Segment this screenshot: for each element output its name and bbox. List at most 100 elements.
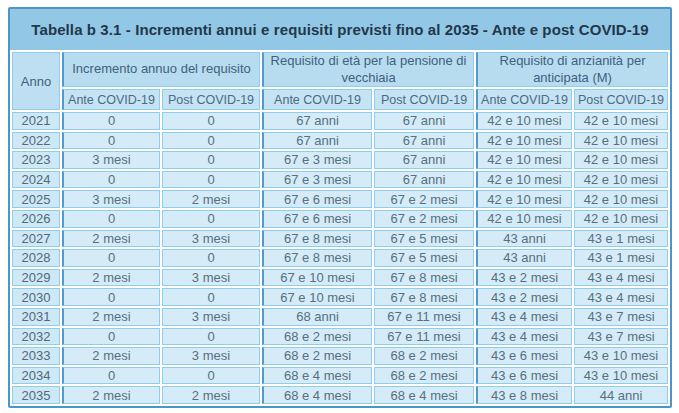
cell-anzianita-post: 43 e 1 mesi: [574, 249, 668, 267]
cell-anzianita-ante: 43 e 4 mesi: [476, 308, 572, 326]
cell-incremento-ante: 0: [62, 171, 160, 189]
cell-anzianita-post: 42 e 10 mesi: [574, 132, 668, 150]
cell-incremento-post: 0: [162, 328, 260, 346]
table-title-bar: Tabella b 3.1 - Incrementi annui e requi…: [10, 9, 670, 50]
table-row: 20300067 e 10 mesi67 e 8 mesi43 e 2 mesi…: [12, 288, 668, 306]
cell-eta-post: 67 e 2 mesi: [374, 190, 474, 208]
cell-anno: 2031: [12, 308, 60, 326]
header-group-row: Anno Incremento annuo del requisito Requ…: [12, 52, 668, 87]
cell-eta-ante: 67 e 10 mesi: [262, 288, 372, 306]
table-row: 20280067 e 8 mesi67 e 5 mesi43 anni43 e …: [12, 249, 668, 267]
cell-anzianita-ante: 43 anni: [476, 230, 572, 248]
cell-eta-ante: 68 e 2 mesi: [262, 347, 372, 365]
cell-anzianita-post: 44 anni: [574, 386, 668, 404]
table-row: 20233 mesi067 e 3 mesi67 anni42 e 10 mes…: [12, 151, 668, 169]
cell-incremento-post: 0: [162, 151, 260, 169]
cell-anzianita-post: 42 e 10 mesi: [574, 171, 668, 189]
cell-anzianita-post: 43 e 7 mesi: [574, 308, 668, 326]
cell-incremento-post: 3 mesi: [162, 269, 260, 287]
table-row: 20253 mesi2 mesi67 e 6 mesi67 e 2 mesi42…: [12, 190, 668, 208]
cell-incremento-ante: 3 mesi: [62, 190, 160, 208]
cell-incremento-post: 2 mesi: [162, 190, 260, 208]
cell-anzianita-post: 42 e 10 mesi: [574, 190, 668, 208]
column-header-anno: Anno: [12, 52, 60, 110]
cell-eta-post: 68 e 2 mesi: [374, 347, 474, 365]
cell-eta-post: 67 e 11 mesi: [374, 308, 474, 326]
cell-anno: 2022: [12, 132, 60, 150]
cell-incremento-post: 0: [162, 112, 260, 130]
subheader-post-covid: Post COVID-19: [162, 89, 260, 110]
cell-incremento-ante: 0: [62, 112, 160, 130]
cell-anno: 2032: [12, 328, 60, 346]
table-header: Anno Incremento annuo del requisito Requ…: [12, 52, 668, 110]
cell-incremento-ante: 2 mesi: [62, 308, 160, 326]
cell-incremento-ante: 0: [62, 367, 160, 385]
cell-incremento-post: 2 mesi: [162, 386, 260, 404]
table-row: 20220067 anni67 anni42 e 10 mesi42 e 10 …: [12, 132, 668, 150]
cell-anno: 2021: [12, 112, 60, 130]
table-row: 20320068 e 2 mesi67 e 11 mesi43 e 4 mesi…: [12, 328, 668, 346]
cell-eta-post: 67 anni: [374, 112, 474, 130]
cell-eta-ante: 67 e 6 mesi: [262, 210, 372, 228]
cell-anno: 2034: [12, 367, 60, 385]
cell-anno: 2033: [12, 347, 60, 365]
requirements-table: Anno Incremento annuo del requisito Requ…: [10, 50, 670, 406]
cell-eta-post: 67 e 2 mesi: [374, 210, 474, 228]
table-body: 20210067 anni67 anni42 e 10 mesi42 e 10 …: [12, 112, 668, 404]
cell-eta-post: 67 anni: [374, 171, 474, 189]
cell-anzianita-post: 43 e 4 mesi: [574, 269, 668, 287]
cell-eta-post: 68 e 2 mesi: [374, 367, 474, 385]
cell-anzianita-post: 42 e 10 mesi: [574, 151, 668, 169]
cell-anzianita-ante: 43 e 2 mesi: [476, 288, 572, 306]
subheader-ante-covid: Ante COVID-19: [476, 89, 572, 110]
cell-eta-post: 67 anni: [374, 132, 474, 150]
cell-eta-ante: 67 e 3 mesi: [262, 171, 372, 189]
cell-incremento-post: 3 mesi: [162, 347, 260, 365]
cell-anzianita-post: 43 e 4 mesi: [574, 288, 668, 306]
cell-eta-ante: 67 e 8 mesi: [262, 249, 372, 267]
cell-eta-ante: 67 anni: [262, 112, 372, 130]
cell-eta-ante: 68 anni: [262, 308, 372, 326]
cell-anzianita-ante: 43 e 6 mesi: [476, 367, 572, 385]
column-group-eta-vecchiaia: Requisito di età per la pensione di vecc…: [262, 52, 474, 87]
table-frame: Tabella b 3.1 - Incrementi annui e requi…: [8, 7, 672, 408]
cell-anno: 2025: [12, 190, 60, 208]
table-row: 20292 mesi3 mesi67 e 10 mesi67 e 8 mesi4…: [12, 269, 668, 287]
cell-incremento-post: 0: [162, 210, 260, 228]
subheader-ante-covid: Ante COVID-19: [262, 89, 372, 110]
cell-anzianita-ante: 42 e 10 mesi: [476, 112, 572, 130]
cell-eta-ante: 67 anni: [262, 132, 372, 150]
table-row: 20352 mesi2 mesi68 e 4 mesi68 e 4 mesi43…: [12, 386, 668, 404]
cell-anzianita-ante: 43 anni: [476, 249, 572, 267]
cell-anzianita-ante: 43 e 4 mesi: [476, 328, 572, 346]
table-title: Tabella b 3.1 - Incrementi annui e requi…: [31, 21, 648, 38]
cell-eta-post: 67 e 8 mesi: [374, 269, 474, 287]
cell-eta-post: 67 e 11 mesi: [374, 328, 474, 346]
cell-eta-post: 67 e 8 mesi: [374, 288, 474, 306]
cell-eta-ante: 67 e 8 mesi: [262, 230, 372, 248]
column-group-incremento: Incremento annuo del requisito: [62, 52, 260, 87]
cell-anzianita-ante: 43 e 8 mesi: [476, 386, 572, 404]
cell-anzianita-ante: 42 e 10 mesi: [476, 210, 572, 228]
cell-anzianita-post: 43 e 7 mesi: [574, 328, 668, 346]
cell-eta-post: 68 e 4 mesi: [374, 386, 474, 404]
cell-anzianita-ante: 42 e 10 mesi: [476, 171, 572, 189]
cell-eta-post: 67 anni: [374, 151, 474, 169]
cell-incremento-post: 3 mesi: [162, 230, 260, 248]
cell-anzianita-ante: 43 e 2 mesi: [476, 269, 572, 287]
cell-eta-post: 67 e 5 mesi: [374, 230, 474, 248]
cell-incremento-ante: 0: [62, 210, 160, 228]
table-row: 20260067 e 6 mesi67 e 2 mesi42 e 10 mesi…: [12, 210, 668, 228]
table-row: 20312 mesi3 mesi68 anni67 e 11 mesi43 e …: [12, 308, 668, 326]
header-sub-row: Ante COVID-19 Post COVID-19 Ante COVID-1…: [12, 89, 668, 110]
cell-anno: 2023: [12, 151, 60, 169]
cell-incremento-post: 0: [162, 132, 260, 150]
cell-eta-ante: 67 e 3 mesi: [262, 151, 372, 169]
cell-incremento-ante: 0: [62, 132, 160, 150]
cell-anzianita-ante: 42 e 10 mesi: [476, 151, 572, 169]
column-group-anzianita-anticipata: Requisito di anzianità per anticipata (M…: [476, 52, 668, 87]
table-row: 20210067 anni67 anni42 e 10 mesi42 e 10 …: [12, 112, 668, 130]
cell-anzianita-post: 42 e 10 mesi: [574, 112, 668, 130]
subheader-post-covid: Post COVID-19: [574, 89, 668, 110]
table-row: 20272 mesi3 mesi67 e 8 mesi67 e 5 mesi43…: [12, 230, 668, 248]
